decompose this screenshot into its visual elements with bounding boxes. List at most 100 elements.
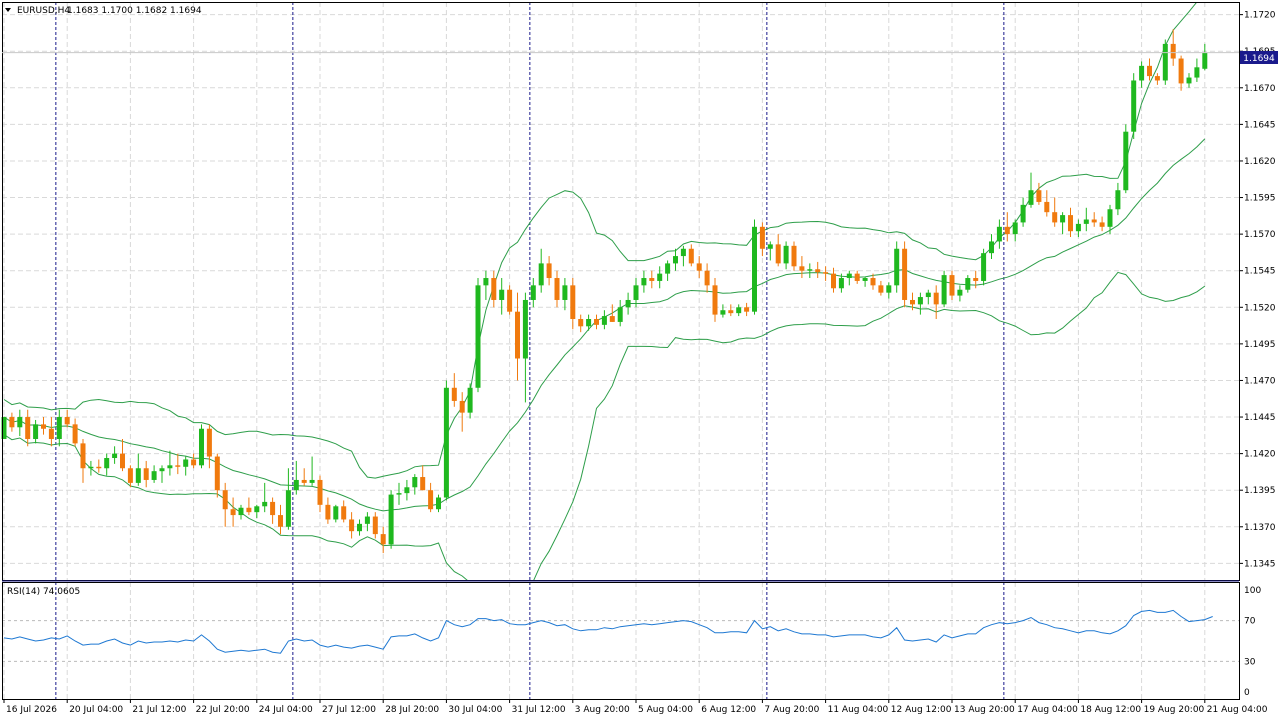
candle[interactable]	[854, 270, 860, 284]
candle[interactable]	[1139, 61, 1145, 88]
candle[interactable]	[759, 222, 765, 257]
candle[interactable]	[80, 438, 86, 483]
candle[interactable]	[886, 282, 892, 299]
candle[interactable]	[1036, 182, 1042, 205]
candle[interactable]	[1083, 207, 1089, 232]
candle[interactable]	[72, 418, 78, 447]
candle[interactable]	[17, 409, 23, 437]
candle[interactable]	[151, 465, 157, 483]
candle[interactable]	[372, 512, 378, 539]
candle[interactable]	[1154, 73, 1160, 85]
candle[interactable]	[1075, 219, 1081, 238]
candle[interactable]	[25, 409, 31, 447]
candle[interactable]	[112, 446, 118, 464]
candle[interactable]	[673, 248, 678, 271]
candle[interactable]	[657, 266, 663, 289]
candle[interactable]	[530, 278, 536, 308]
candle[interactable]	[925, 289, 931, 305]
candle[interactable]	[917, 292, 923, 315]
candle[interactable]	[688, 244, 694, 267]
candle[interactable]	[1091, 212, 1097, 227]
candle[interactable]	[696, 256, 702, 279]
triangle-down-icon[interactable]	[5, 8, 11, 12]
candle[interactable]	[649, 270, 655, 289]
candle[interactable]	[1147, 58, 1152, 81]
candle[interactable]	[538, 248, 544, 293]
candle[interactable]	[554, 270, 560, 308]
candle[interactable]	[973, 270, 979, 289]
candle[interactable]	[230, 497, 236, 527]
candle[interactable]	[388, 490, 394, 549]
candle[interactable]	[475, 278, 481, 393]
candle[interactable]	[601, 310, 607, 330]
candle[interactable]	[799, 256, 805, 279]
candle[interactable]	[633, 278, 639, 308]
candle[interactable]	[1099, 216, 1105, 232]
candle[interactable]	[878, 280, 884, 296]
candle[interactable]	[404, 479, 410, 501]
candle[interactable]	[222, 482, 228, 527]
candle[interactable]	[357, 519, 362, 536]
candle[interactable]	[120, 438, 125, 472]
candle[interactable]	[1131, 73, 1137, 140]
candle[interactable]	[791, 241, 797, 271]
candle[interactable]	[815, 261, 821, 279]
candle[interactable]	[41, 417, 46, 435]
candle[interactable]	[704, 263, 710, 293]
candle[interactable]	[349, 512, 355, 539]
candle[interactable]	[862, 276, 868, 287]
candle[interactable]	[1107, 204, 1113, 235]
candle[interactable]	[594, 314, 599, 330]
candle[interactable]	[104, 453, 110, 476]
candle[interactable]	[586, 314, 592, 331]
candle[interactable]	[278, 504, 283, 535]
candle[interactable]	[9, 412, 15, 432]
candle[interactable]	[412, 474, 418, 495]
candle[interactable]	[570, 278, 576, 330]
candle[interactable]	[736, 304, 742, 317]
price-axis[interactable]: 1.17201.16951.16701.16451.16201.15951.15…	[1239, 11, 1276, 570]
candle[interactable]	[499, 278, 505, 315]
candle[interactable]	[1178, 55, 1184, 91]
candle[interactable]	[301, 468, 307, 486]
candle[interactable]	[562, 278, 568, 311]
candle[interactable]	[902, 241, 908, 308]
candle[interactable]	[1004, 212, 1010, 242]
candle[interactable]	[941, 270, 947, 308]
candle[interactable]	[728, 304, 734, 317]
candle[interactable]	[712, 278, 718, 322]
candle[interactable]	[989, 234, 994, 260]
candle[interactable]	[1162, 39, 1168, 85]
candle[interactable]	[1052, 197, 1058, 227]
candle[interactable]	[578, 314, 584, 333]
candle[interactable]	[894, 241, 900, 293]
candle[interactable]	[775, 234, 781, 267]
candle[interactable]	[48, 417, 54, 447]
candle[interactable]	[293, 460, 299, 495]
candle[interactable]	[767, 241, 773, 261]
candle[interactable]	[665, 260, 671, 281]
candle[interactable]	[64, 409, 70, 428]
candle[interactable]	[965, 275, 971, 293]
candle[interactable]	[135, 453, 141, 486]
candle[interactable]	[838, 273, 844, 293]
candle[interactable]	[807, 263, 813, 279]
candle[interactable]	[1194, 58, 1200, 82]
candle[interactable]	[680, 245, 686, 267]
candle[interactable]	[127, 465, 133, 488]
candle[interactable]	[957, 285, 963, 302]
candle[interactable]	[1028, 172, 1034, 208]
candle[interactable]	[143, 460, 149, 488]
candle[interactable]	[720, 304, 726, 318]
candles[interactable]	[1, 29, 1208, 554]
candle[interactable]	[325, 497, 331, 524]
candle[interactable]	[428, 482, 434, 513]
candle[interactable]	[609, 304, 615, 322]
candle[interactable]	[214, 453, 220, 498]
candle[interactable]	[752, 219, 757, 315]
candle[interactable]	[443, 380, 449, 501]
candle[interactable]	[88, 460, 94, 476]
candle[interactable]	[1060, 212, 1066, 235]
candle[interactable]	[451, 373, 457, 407]
